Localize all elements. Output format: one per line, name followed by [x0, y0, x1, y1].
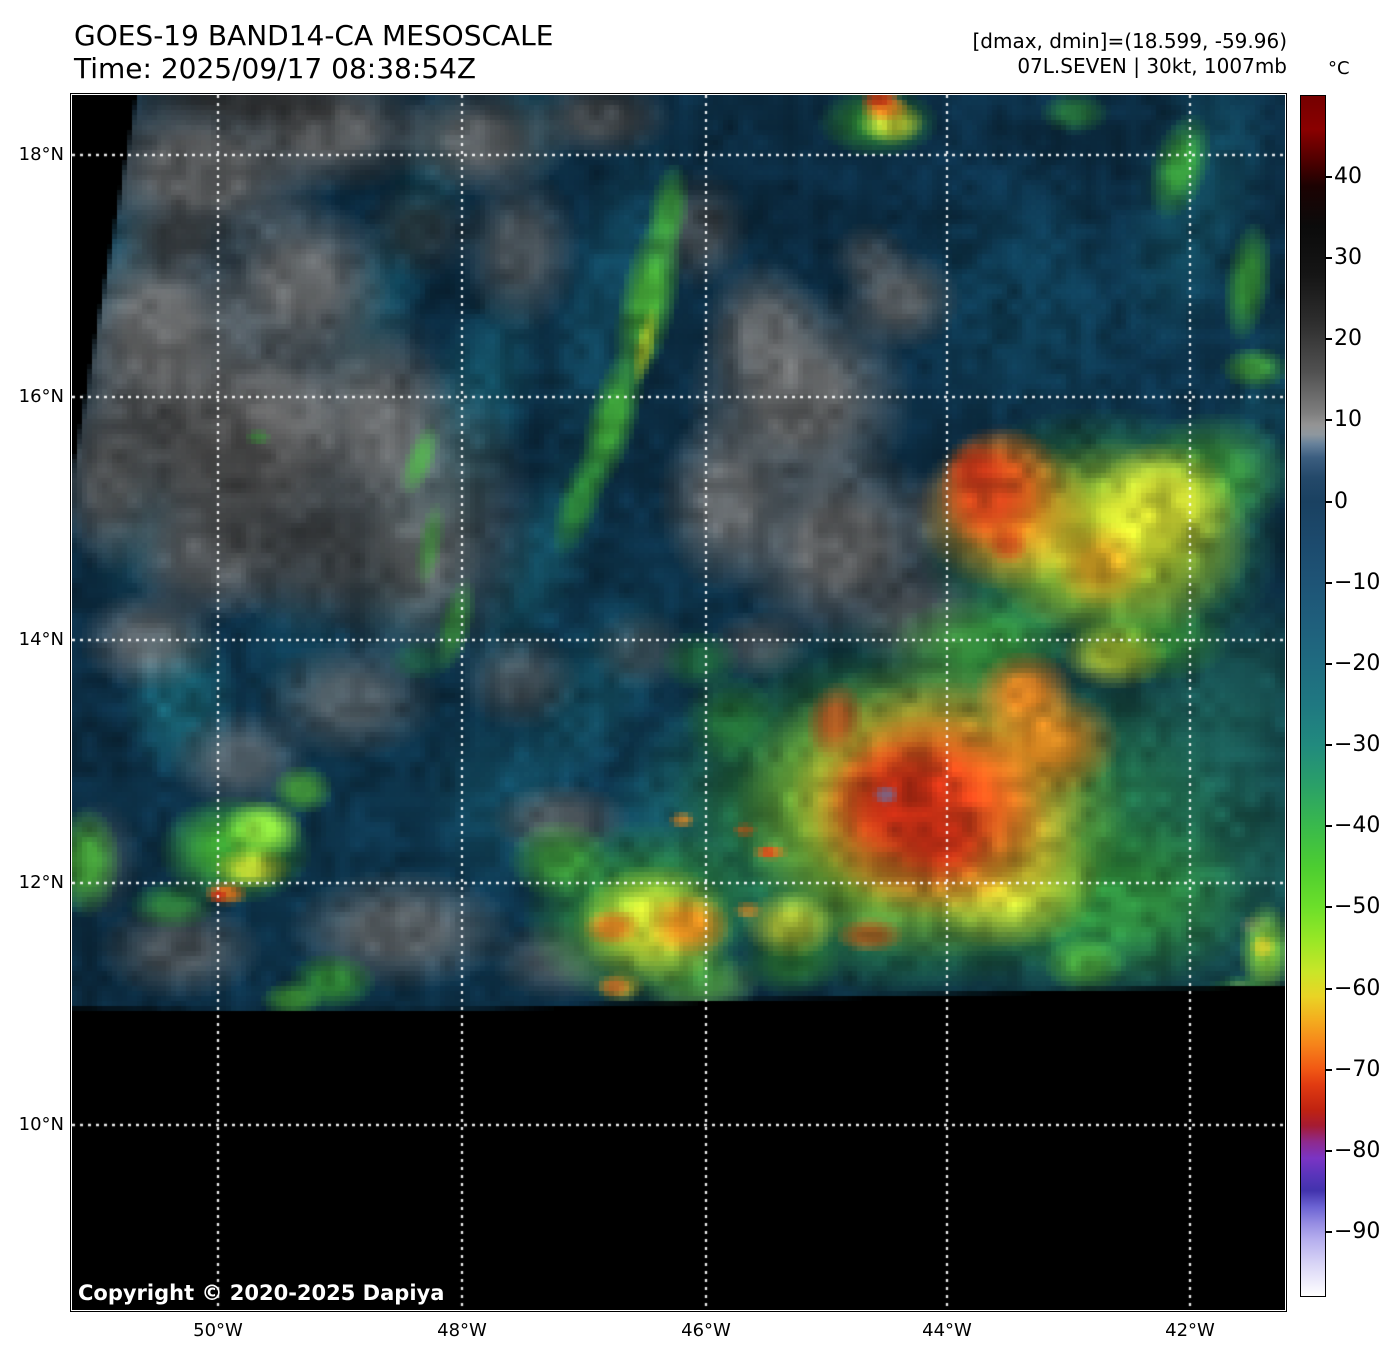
- satellite-imagery-canvas: [72, 95, 1285, 1310]
- colorbar-tick-mark: [1326, 176, 1332, 178]
- colorbar-tick-label: −50: [1334, 894, 1381, 919]
- colorbar-tick-mark: [1326, 582, 1332, 584]
- lat-tick-label: 16°N: [18, 386, 64, 407]
- lon-tick-label: 50°W: [193, 1320, 243, 1341]
- colorbar-tick-label: 40: [1334, 164, 1362, 189]
- colorbar-tick-label: 20: [1334, 326, 1362, 351]
- colorbar-tick-mark: [1326, 1150, 1332, 1152]
- colorbar-tick-mark: [1326, 663, 1332, 665]
- colorbar-tick-mark: [1326, 419, 1332, 421]
- colorbar-tick-mark: [1326, 501, 1332, 503]
- page-title: GOES-19 BAND14-CA MESOSCALE: [74, 19, 554, 52]
- lat-tick-label: 18°N: [18, 144, 64, 165]
- colorbar-tick-label: −30: [1334, 732, 1381, 757]
- colorbar-tick-mark: [1326, 744, 1332, 746]
- colorbar-unit-label: °C: [1328, 58, 1350, 79]
- satellite-map: [72, 95, 1285, 1310]
- colorbar-tick-label: −10: [1334, 570, 1381, 595]
- temperature-colorbar: [1300, 95, 1326, 1297]
- colorbar-tick-mark: [1326, 988, 1332, 990]
- colorbar-tick-label: −20: [1334, 651, 1381, 676]
- colorbar-tick-label: −90: [1334, 1219, 1381, 1244]
- lon-tick-label: 46°W: [681, 1320, 731, 1341]
- dmax-dmin-readout: [dmax, dmin]=(18.599, -59.96): [972, 29, 1287, 53]
- colorbar-tick-mark: [1326, 825, 1332, 827]
- copyright-watermark: Copyright © 2020-2025 Dapiya: [78, 1281, 445, 1305]
- lon-tick-label: 44°W: [922, 1320, 972, 1341]
- storm-info: 07L.SEVEN | 30kt, 1007mb: [1017, 54, 1287, 78]
- colorbar-tick-mark: [1326, 338, 1332, 340]
- colorbar-tick-label: −70: [1334, 1057, 1381, 1082]
- lat-tick-label: 12°N: [18, 872, 64, 893]
- colorbar-tick-label: 30: [1334, 245, 1362, 270]
- lon-tick-label: 42°W: [1165, 1320, 1215, 1341]
- colorbar-tick-mark: [1326, 257, 1332, 259]
- colorbar-tick-label: −60: [1334, 976, 1381, 1001]
- colorbar-tick-label: −80: [1334, 1138, 1381, 1163]
- colorbar-tick-mark: [1326, 906, 1332, 908]
- colorbar-tick-mark: [1326, 1069, 1332, 1071]
- colorbar-tick-label: 10: [1334, 407, 1362, 432]
- lat-tick-label: 14°N: [18, 629, 64, 650]
- timestamp: Time: 2025/09/17 08:38:54Z: [74, 52, 477, 85]
- lon-tick-label: 48°W: [437, 1320, 487, 1341]
- colorbar-tick-label: 0: [1334, 489, 1348, 514]
- colorbar-tick-label: −40: [1334, 813, 1381, 838]
- lat-tick-label: 10°N: [18, 1114, 64, 1135]
- colorbar-tick-mark: [1326, 1231, 1332, 1233]
